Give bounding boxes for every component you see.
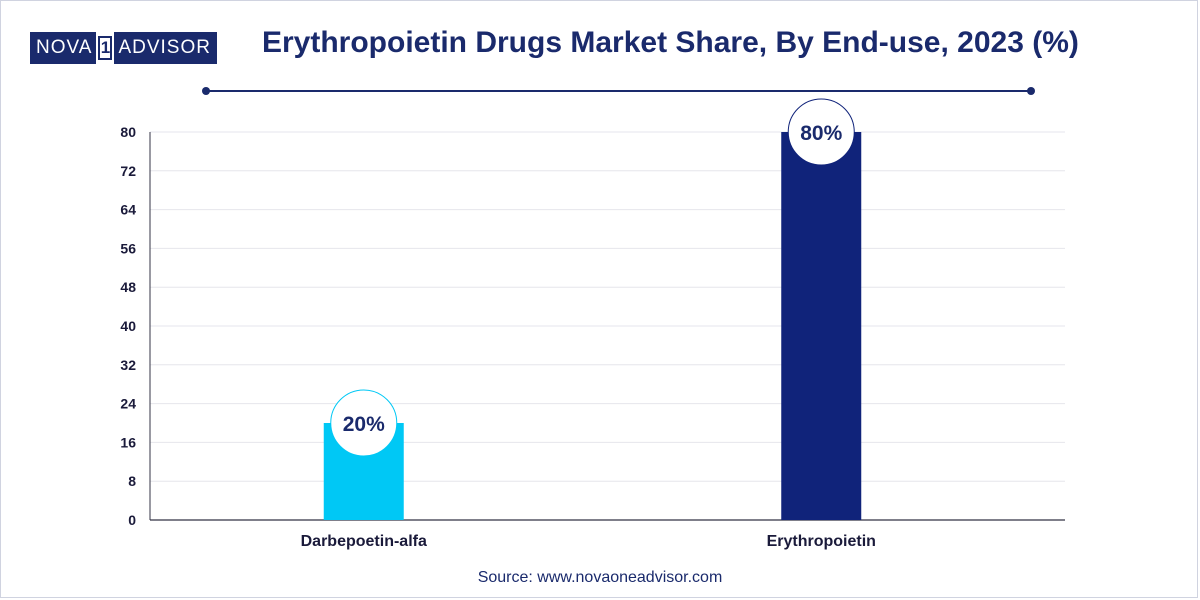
- y-tick-label: 0: [128, 512, 136, 528]
- data-label: 80%: [800, 122, 842, 145]
- logo-text-nova: NOVA: [30, 32, 97, 64]
- y-tick-label: 56: [120, 240, 136, 256]
- y-tick-label: 32: [120, 357, 136, 373]
- title-underline: [206, 90, 1031, 92]
- y-tick-label: 8: [128, 473, 136, 489]
- chart-title: Erythropoietin Drugs Market Share, By En…: [262, 26, 1079, 59]
- data-label: 20%: [343, 413, 385, 436]
- brand-logo: NOVA 1 ADVISOR: [30, 32, 217, 64]
- logo-text-advisor: ADVISOR: [114, 32, 217, 64]
- y-tick-label: 80: [120, 124, 136, 140]
- y-tick-label: 16: [120, 434, 136, 450]
- data-label-bubble: [330, 389, 398, 457]
- x-tick-label: Darbepoetin-alfa: [301, 533, 427, 550]
- underline-right-dot: [1027, 87, 1035, 95]
- x-tick-label: Erythropoietin: [767, 533, 876, 550]
- y-tick-label: 72: [120, 163, 136, 179]
- source-note: Source: www.novaoneadvisor.com: [477, 569, 723, 586]
- logo-text-one: 1: [98, 36, 113, 60]
- y-tick-label: 48: [120, 279, 136, 295]
- y-tick-label: 40: [120, 318, 136, 334]
- data-label-bubble: [787, 98, 855, 166]
- y-tick-label: 64: [120, 202, 136, 218]
- bar-erythropoietin: [781, 132, 862, 520]
- y-tick-label: 24: [120, 396, 136, 412]
- underline-left-dot: [202, 87, 210, 95]
